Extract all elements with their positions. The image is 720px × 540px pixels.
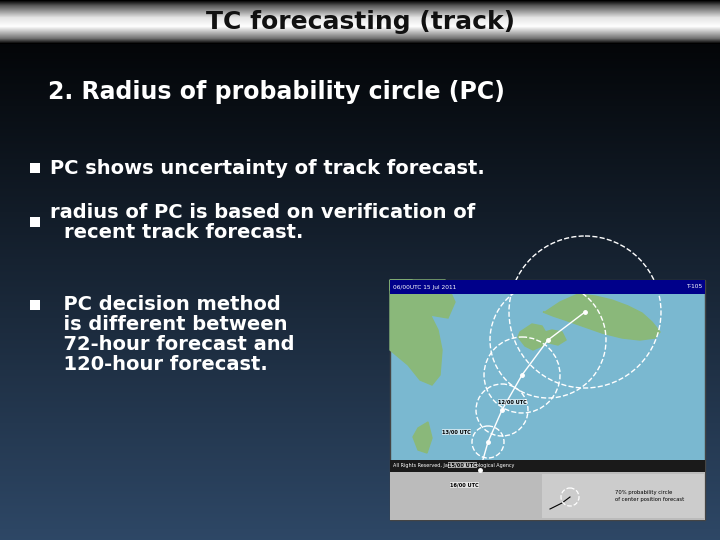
Polygon shape xyxy=(390,280,442,385)
Polygon shape xyxy=(543,294,660,340)
Text: recent track forecast.: recent track forecast. xyxy=(64,224,303,242)
Text: PC decision method: PC decision method xyxy=(50,295,281,314)
Text: 120-hour forecast.: 120-hour forecast. xyxy=(50,355,268,375)
Text: PC shows uncertainty of track forecast.: PC shows uncertainty of track forecast. xyxy=(50,159,485,178)
FancyBboxPatch shape xyxy=(390,280,705,294)
Text: T-105: T-105 xyxy=(685,285,702,289)
FancyBboxPatch shape xyxy=(30,217,40,227)
FancyBboxPatch shape xyxy=(542,474,704,518)
Polygon shape xyxy=(413,422,432,453)
Text: 70% probability circle
of center position forecast: 70% probability circle of center positio… xyxy=(615,490,684,502)
Text: TC forecasting (track): TC forecasting (track) xyxy=(205,10,515,34)
Text: 06/00UTC 15 Jul 2011: 06/00UTC 15 Jul 2011 xyxy=(393,285,456,289)
Polygon shape xyxy=(538,330,566,345)
Text: 13/00 UTC: 13/00 UTC xyxy=(442,429,471,435)
Text: 15/00 UTC: 15/00 UTC xyxy=(448,462,477,468)
Text: 2. Radius of probability circle (PC): 2. Radius of probability circle (PC) xyxy=(48,80,505,104)
Polygon shape xyxy=(390,280,455,318)
FancyBboxPatch shape xyxy=(390,472,705,520)
Text: 12/00 UTC: 12/00 UTC xyxy=(498,400,527,404)
Text: 16/00 UTC: 16/00 UTC xyxy=(450,483,479,488)
FancyBboxPatch shape xyxy=(390,460,705,472)
FancyBboxPatch shape xyxy=(390,280,705,520)
Text: radius of PC is based on verification of: radius of PC is based on verification of xyxy=(50,204,475,222)
Text: 72-hour forecast and: 72-hour forecast and xyxy=(50,335,294,354)
FancyBboxPatch shape xyxy=(30,163,40,173)
FancyBboxPatch shape xyxy=(30,300,40,310)
Text: All Rights Reserved, Japan Meteorological Agency: All Rights Reserved, Japan Meteorologica… xyxy=(393,463,514,469)
Text: is different between: is different between xyxy=(50,315,287,334)
Polygon shape xyxy=(518,324,548,350)
